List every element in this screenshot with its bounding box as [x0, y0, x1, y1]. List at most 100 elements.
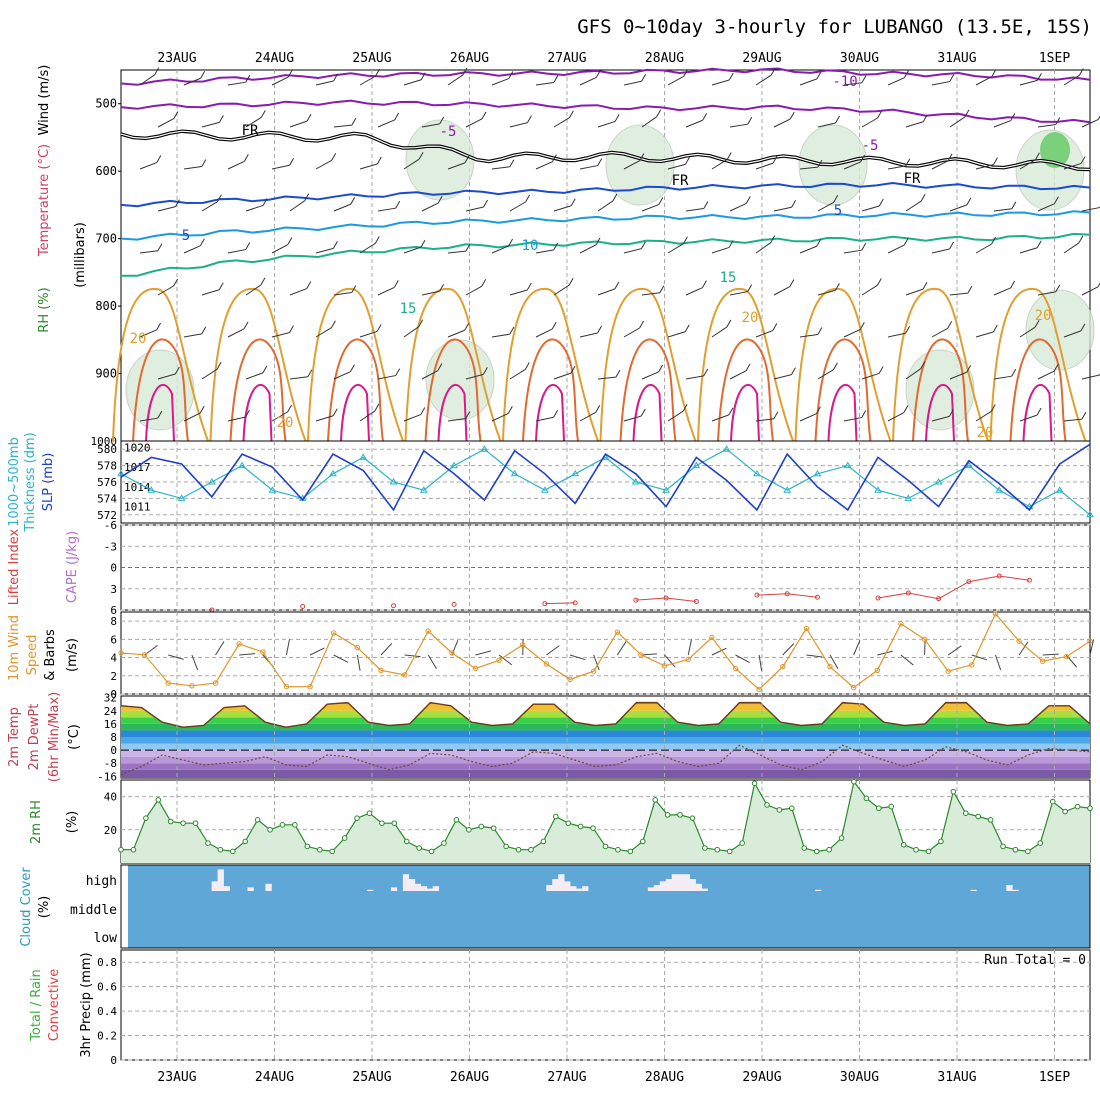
high-cloud-bar [426, 888, 434, 891]
wind-barb [245, 204, 264, 212]
rh-shading [1040, 132, 1070, 168]
wind-barb [1054, 196, 1059, 204]
precip-tick-label: 0.8 [97, 956, 117, 969]
rh-marker [466, 827, 472, 833]
rh-marker [155, 797, 162, 803]
wind-barb [375, 68, 381, 77]
thickness-tick-label: 572 [97, 509, 117, 522]
wind-barb [1081, 374, 1100, 380]
wind-speed-panel: 0 2 4 6 8 10m Wind Speed & Barbs (m/s) [7, 611, 1095, 701]
wind-barb [157, 206, 176, 212]
wind-barb [245, 372, 264, 380]
lifted-index-marker [663, 595, 669, 601]
wind-barb [835, 115, 840, 124]
wind-barb [156, 322, 162, 331]
wind-barb [887, 165, 906, 170]
high-cloud-bar [217, 869, 224, 891]
wind-barb [262, 198, 268, 206]
wind-barb [535, 81, 554, 86]
dewpoint-line [120, 744, 1091, 776]
wind-barb [747, 284, 753, 292]
wind-barb [245, 284, 262, 296]
wind-barb [975, 331, 994, 338]
wind-barb [309, 647, 325, 656]
isotherm [814, 338, 872, 442]
contour-label: -5 [440, 124, 457, 140]
wind-barb [289, 158, 295, 166]
wind-barb [201, 159, 207, 167]
wind-barb [183, 77, 201, 86]
temp-band [121, 723, 1090, 731]
wind-barb [817, 289, 836, 296]
wind-speed-marker [236, 641, 242, 647]
wind-barb [726, 319, 732, 328]
rh-marker [254, 817, 261, 823]
wind-barb [524, 362, 530, 370]
wind-barb [829, 654, 839, 670]
wind-barb [191, 654, 199, 671]
rh-marker [913, 846, 919, 853]
wind-barb [641, 204, 659, 212]
wind-barb [770, 67, 776, 76]
rh-marker [565, 820, 572, 826]
wind-speed-marker [165, 680, 171, 686]
wind-barb [553, 284, 570, 296]
wind-speed-marker [118, 650, 124, 656]
wind-barb [535, 328, 553, 338]
rh-marker [975, 813, 981, 820]
wind-barb [903, 405, 909, 413]
wind-barb [359, 330, 378, 338]
temp-band [121, 763, 1090, 770]
rh-marker [950, 788, 957, 795]
temp-band [121, 750, 1090, 757]
wind-barb [887, 77, 905, 86]
wind-barb [861, 117, 878, 128]
wind-barb [1010, 280, 1016, 289]
wind-barb [799, 78, 818, 86]
wind-barb [711, 414, 730, 422]
wind-barb [175, 199, 180, 207]
wind-barb [685, 287, 703, 296]
wind-barb [218, 115, 224, 123]
wind-speed-marker [212, 680, 219, 686]
wind-barb [421, 370, 439, 380]
wind-speed-marker [874, 667, 880, 674]
wind-barb [595, 237, 601, 246]
date-tick-bottom: 24AUG [255, 1070, 294, 1085]
wind-barb [931, 327, 948, 338]
wind-barb [1037, 291, 1056, 296]
wind-barb [420, 407, 426, 415]
lifted-index-marker [996, 573, 1002, 579]
wind-barb [157, 373, 176, 380]
wind-barb [271, 164, 290, 170]
wind-barb [481, 111, 487, 120]
wind-barb [791, 200, 797, 208]
wind-barb [993, 120, 1011, 128]
wind-barb [667, 243, 684, 254]
rh-marker [652, 797, 658, 803]
wind-barb [227, 416, 246, 422]
wind-barb [156, 155, 162, 163]
axis-label: SLP (mb) [41, 453, 56, 512]
wind-speed-marker [141, 652, 148, 658]
wind-barb [245, 242, 251, 250]
wind-barb [403, 414, 421, 422]
wind-barb [1011, 201, 1017, 210]
high-cloud-bar [671, 874, 679, 891]
wind-barb [755, 74, 772, 86]
wind-barb [579, 332, 598, 338]
wind-barb [183, 333, 202, 338]
wind-barb [770, 235, 776, 243]
pressure-tick-label: 900 [95, 367, 117, 381]
thickness-marker [359, 453, 368, 460]
wind-barb [1036, 407, 1042, 416]
wind-barb [931, 415, 950, 422]
wind-barb [403, 79, 422, 86]
wind-barb [789, 279, 795, 287]
wind-barb [782, 643, 795, 656]
wind-barb [1097, 282, 1100, 288]
temp-band [121, 769, 1090, 778]
wind-speed-marker [472, 665, 479, 672]
wind-barb [421, 123, 440, 128]
axis-label: Total / Rain [29, 969, 44, 1042]
